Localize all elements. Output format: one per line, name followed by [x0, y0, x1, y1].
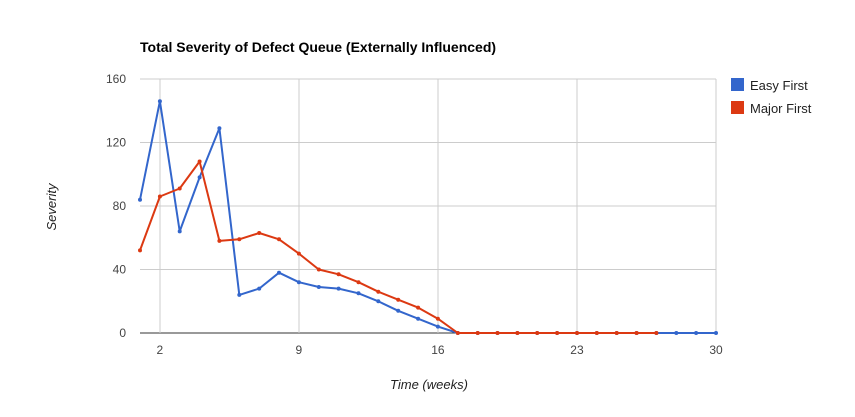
data-point [495, 331, 500, 335]
legend-label: Major First [750, 101, 812, 116]
data-point [316, 285, 321, 289]
data-point [694, 331, 699, 335]
y-tick-label: 120 [106, 136, 126, 150]
data-point [455, 331, 460, 335]
legend-item: Major First [731, 101, 812, 116]
data-point [356, 280, 361, 285]
data-point [217, 238, 222, 243]
data-point [277, 237, 281, 242]
data-point [336, 286, 341, 291]
data-point [416, 305, 421, 310]
y-tick-label: 160 [106, 72, 126, 86]
y-tick-label: 0 [119, 326, 126, 340]
x-tick-label: 30 [709, 343, 723, 357]
data-point [515, 331, 520, 335]
data-point [396, 297, 401, 302]
x-tick-label: 2 [157, 343, 164, 357]
data-point [277, 270, 281, 275]
legend-swatch [731, 78, 744, 91]
data-point [376, 299, 381, 304]
legend: Easy First Major First [731, 78, 812, 116]
data-point [376, 289, 381, 294]
data-point [475, 331, 480, 335]
data-point [555, 331, 560, 335]
data-point [257, 286, 262, 291]
chart-title: Total Severity of Defect Queue (External… [140, 39, 496, 55]
data-point [316, 267, 321, 272]
x-tick-label: 16 [431, 343, 445, 357]
data-point [356, 291, 361, 296]
y-tick-label: 80 [113, 199, 127, 213]
series-major-first [138, 159, 659, 335]
data-point [594, 331, 599, 335]
data-point [197, 175, 202, 180]
data-point [634, 331, 639, 335]
legend-label: Easy First [750, 78, 808, 93]
data-point [416, 316, 421, 321]
gridlines [140, 78, 717, 334]
data-point [296, 280, 301, 285]
data-point [435, 316, 440, 321]
data-point [138, 197, 142, 202]
data-point [237, 237, 242, 242]
data-point [217, 126, 222, 131]
data-point [535, 331, 540, 335]
data-point [296, 251, 301, 256]
legend-swatch [731, 101, 744, 114]
y-axis-title: Severity [44, 182, 59, 230]
x-axis-title: Time (weeks) [390, 377, 468, 392]
series-line [139, 100, 716, 334]
series-easy-first [138, 99, 718, 335]
data-point [654, 331, 659, 335]
series-line [139, 160, 657, 334]
data-point [336, 272, 341, 277]
axes: 0 40 80 120 160 2 9 16 23 30 [106, 72, 723, 357]
data-point [674, 331, 679, 335]
data-point [714, 331, 718, 335]
series-group [138, 99, 718, 335]
data-point [157, 99, 162, 104]
data-point [177, 229, 182, 234]
data-point [435, 324, 440, 329]
legend-item: Easy First [731, 78, 808, 93]
x-tick-label: 9 [296, 343, 303, 357]
data-point [396, 308, 401, 313]
data-point [257, 231, 262, 235]
data-point [237, 292, 242, 297]
data-point [138, 248, 142, 253]
x-tick-label: 23 [570, 343, 584, 357]
y-tick-label: 40 [113, 263, 127, 277]
data-point [177, 186, 182, 191]
data-point [614, 331, 619, 335]
data-point [157, 194, 162, 199]
data-point [575, 331, 579, 335]
data-point [197, 159, 202, 164]
